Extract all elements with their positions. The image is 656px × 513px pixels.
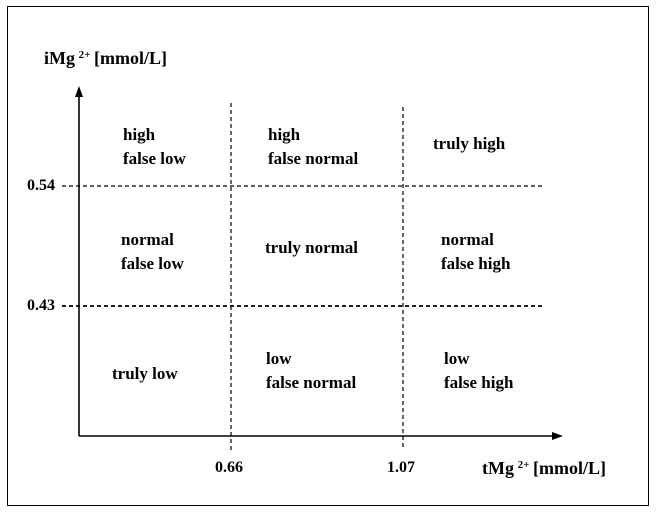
- cell-top-right: truly high: [433, 134, 506, 153]
- cell-middle-middle: truly normal: [265, 238, 359, 257]
- y-axis-title: iMg 2+ [mmol/L]: [44, 48, 167, 68]
- y-tick-0-43: 0.43: [27, 297, 55, 314]
- cell-bottom-left: truly low: [112, 364, 178, 383]
- cell-bottom-right: low false high: [444, 349, 514, 392]
- diagram-frame: [7, 6, 649, 506]
- cell-top-middle: high false normal: [268, 125, 359, 168]
- cell-middle-left: normal false low: [121, 230, 184, 273]
- cell-bottom-middle: low false normal: [266, 349, 357, 392]
- y-axis-arrowhead: [75, 86, 83, 97]
- cell-top-left: high false low: [123, 125, 186, 168]
- x-tick-1-07: 1.07: [387, 459, 415, 476]
- x-tick-0-66: 0.66: [215, 459, 243, 476]
- cell-middle-right: normal false high: [441, 230, 511, 273]
- x-axis-title: tMg 2+ [mmol/L]: [482, 458, 606, 478]
- x-axis-arrowhead: [552, 432, 563, 440]
- y-tick-0-54: 0.54: [27, 177, 55, 194]
